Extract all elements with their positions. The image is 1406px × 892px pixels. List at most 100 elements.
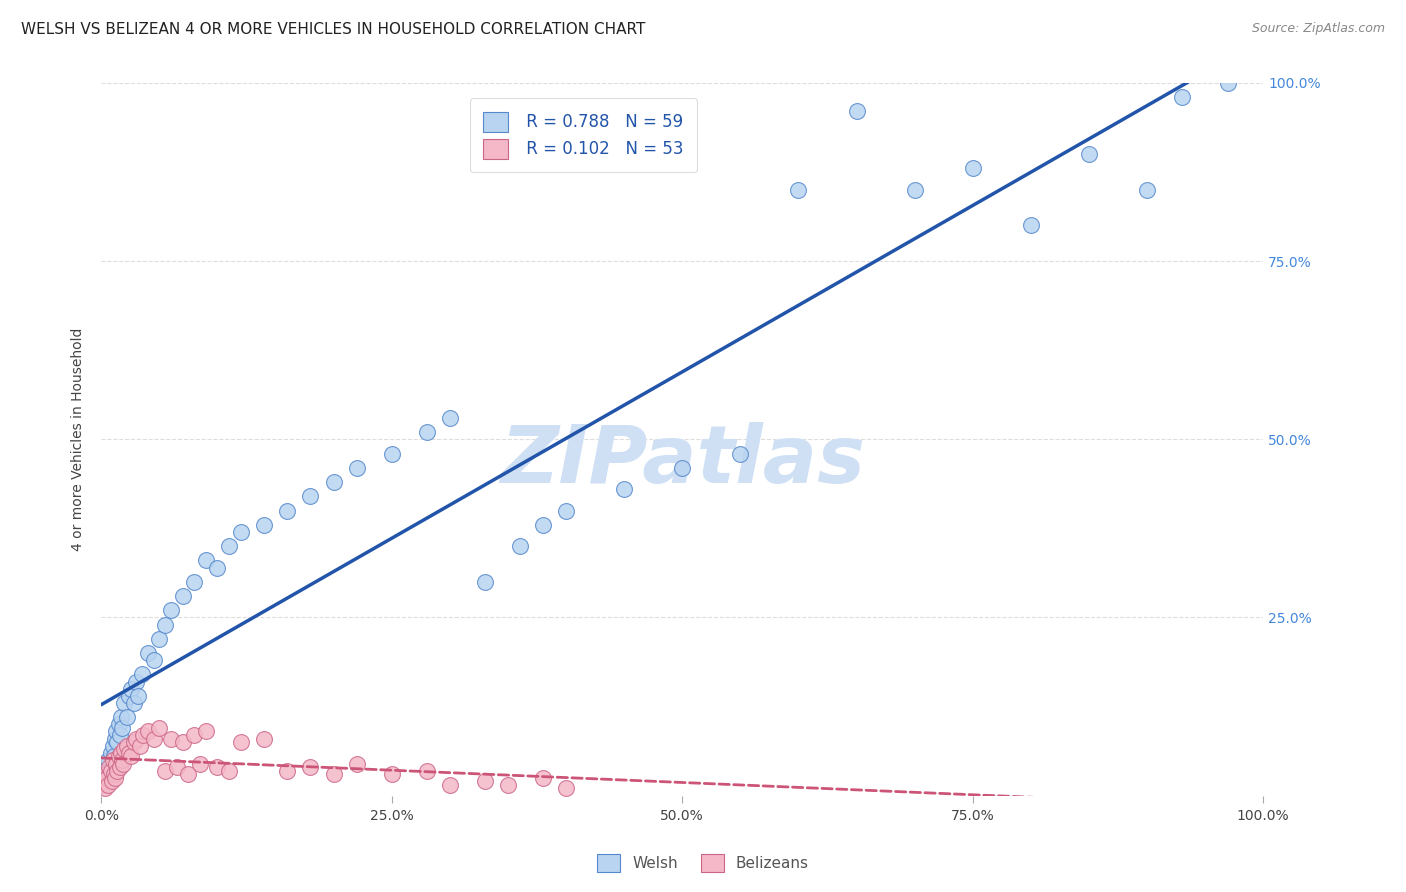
Point bbox=[105, 756, 128, 771]
Point bbox=[122, 696, 145, 710]
Point bbox=[142, 653, 165, 667]
Point bbox=[111, 721, 134, 735]
Point bbox=[207, 560, 229, 574]
Point bbox=[132, 728, 155, 742]
Point bbox=[122, 735, 145, 749]
Point bbox=[136, 724, 159, 739]
Point bbox=[148, 721, 170, 735]
Point bbox=[555, 781, 578, 796]
Point bbox=[104, 771, 127, 785]
Point bbox=[97, 753, 120, 767]
Point bbox=[118, 746, 141, 760]
Point bbox=[613, 482, 636, 496]
Point bbox=[101, 753, 124, 767]
Point bbox=[474, 774, 496, 789]
Point bbox=[172, 589, 194, 603]
Point bbox=[96, 771, 118, 785]
Text: WELSH VS BELIZEAN 4 OR MORE VEHICLES IN HOUSEHOLD CORRELATION CHART: WELSH VS BELIZEAN 4 OR MORE VEHICLES IN … bbox=[21, 22, 645, 37]
Point bbox=[98, 764, 121, 778]
Point bbox=[100, 746, 122, 760]
Point bbox=[188, 756, 211, 771]
Point bbox=[381, 767, 404, 781]
Point bbox=[103, 767, 125, 781]
Point bbox=[322, 475, 344, 489]
Point bbox=[346, 460, 368, 475]
Point bbox=[787, 183, 810, 197]
Point bbox=[107, 717, 129, 731]
Point bbox=[98, 760, 121, 774]
Point bbox=[253, 731, 276, 746]
Point bbox=[845, 104, 868, 119]
Point bbox=[107, 764, 129, 778]
Point bbox=[108, 760, 131, 774]
Point bbox=[110, 746, 132, 760]
Point bbox=[142, 731, 165, 746]
Point bbox=[120, 749, 142, 764]
Point bbox=[153, 617, 176, 632]
Point bbox=[96, 774, 118, 789]
Point bbox=[496, 778, 519, 792]
Point bbox=[474, 574, 496, 589]
Point bbox=[229, 735, 252, 749]
Point bbox=[127, 689, 149, 703]
Point bbox=[1136, 183, 1159, 197]
Point bbox=[148, 632, 170, 646]
Point bbox=[120, 681, 142, 696]
Point bbox=[207, 760, 229, 774]
Point bbox=[108, 728, 131, 742]
Point bbox=[322, 767, 344, 781]
Point bbox=[107, 749, 129, 764]
Point bbox=[118, 689, 141, 703]
Point bbox=[100, 774, 122, 789]
Point bbox=[100, 756, 122, 771]
Point bbox=[194, 553, 217, 567]
Point bbox=[111, 753, 134, 767]
Legend: Welsh, Belizeans: Welsh, Belizeans bbox=[589, 846, 817, 880]
Point bbox=[415, 425, 437, 439]
Point bbox=[276, 764, 298, 778]
Point bbox=[101, 739, 124, 753]
Legend:  R = 0.788   N = 59,  R = 0.102   N = 53: R = 0.788 N = 59, R = 0.102 N = 53 bbox=[470, 98, 697, 172]
Point bbox=[94, 760, 117, 774]
Point bbox=[93, 774, 115, 789]
Point bbox=[439, 778, 461, 792]
Point bbox=[93, 767, 115, 781]
Point bbox=[671, 460, 693, 475]
Point bbox=[439, 410, 461, 425]
Point bbox=[160, 731, 183, 746]
Text: Source: ZipAtlas.com: Source: ZipAtlas.com bbox=[1251, 22, 1385, 36]
Point bbox=[299, 760, 322, 774]
Point bbox=[114, 696, 136, 710]
Text: ZIPatlas: ZIPatlas bbox=[499, 422, 865, 500]
Point bbox=[177, 767, 200, 781]
Point bbox=[381, 446, 404, 460]
Point bbox=[1171, 90, 1194, 104]
Point bbox=[136, 646, 159, 660]
Point bbox=[166, 760, 188, 774]
Point bbox=[962, 161, 984, 176]
Point bbox=[153, 764, 176, 778]
Y-axis label: 4 or more Vehicles in Household: 4 or more Vehicles in Household bbox=[72, 327, 86, 551]
Point bbox=[172, 735, 194, 749]
Point bbox=[253, 517, 276, 532]
Point bbox=[91, 778, 114, 792]
Point bbox=[114, 742, 136, 756]
Point bbox=[218, 539, 240, 553]
Point bbox=[194, 724, 217, 739]
Point bbox=[128, 739, 150, 753]
Point bbox=[125, 674, 148, 689]
Point bbox=[218, 764, 240, 778]
Point bbox=[112, 756, 135, 771]
Point bbox=[125, 731, 148, 746]
Point bbox=[183, 574, 205, 589]
Point bbox=[104, 731, 127, 746]
Point bbox=[730, 446, 752, 460]
Point bbox=[93, 781, 115, 796]
Point bbox=[346, 756, 368, 771]
Point bbox=[555, 503, 578, 517]
Point bbox=[131, 667, 153, 681]
Point bbox=[115, 739, 138, 753]
Point bbox=[100, 764, 122, 778]
Point bbox=[160, 603, 183, 617]
Point bbox=[531, 771, 554, 785]
